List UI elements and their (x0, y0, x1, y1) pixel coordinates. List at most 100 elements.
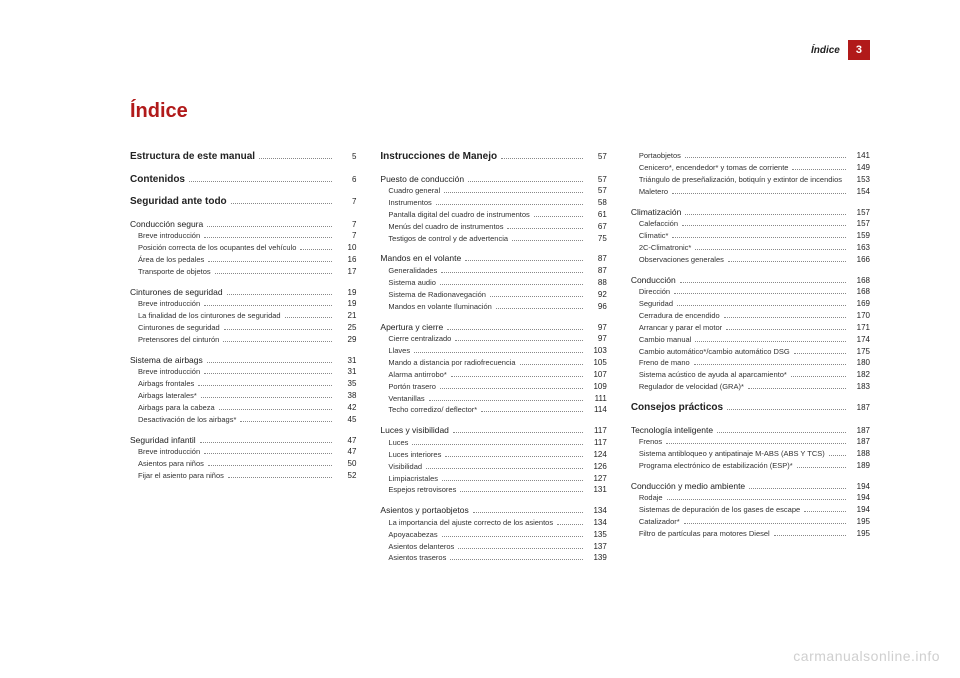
toc-entry: Visibilidad126 (380, 461, 606, 473)
toc-entry-label: Catalizador* (631, 517, 680, 528)
toc-entry-page: 92 (587, 289, 607, 301)
toc-entry-page: 17 (336, 266, 356, 278)
toc-entry-page: 195 (850, 528, 870, 540)
toc-entry: Frenos 187 (631, 436, 870, 448)
toc-leader-dots (204, 305, 332, 306)
toc-leader-dots (204, 237, 332, 238)
toc-entry-label: Cenicero*, encendedor* y tomas de corrie… (631, 163, 789, 174)
toc-leader-dots (440, 388, 583, 389)
toc-entry: Alarma antirrobo*107 (380, 369, 606, 381)
toc-entry-label: Filtro de partículas para motores Diesel (631, 529, 770, 540)
toc-leader-dots (791, 376, 846, 377)
toc-spacer (380, 244, 606, 252)
toc-entry-page: 170 (850, 310, 870, 322)
toc-entry-page: 157 (850, 218, 870, 230)
toc-entry: Techo corredizo/ deflector*114 (380, 404, 606, 416)
toc-entry: Airbags frontales35 (130, 378, 356, 390)
toc-entry-page: 105 (587, 357, 607, 369)
toc-entry-page: 134 (587, 505, 607, 517)
toc-entry-label: Conducción segura (130, 218, 203, 230)
toc-entry: Desactivación de los airbags*45 (130, 414, 356, 426)
toc-entry-page: 171 (850, 322, 870, 334)
toc-entry-label: Fijar el asiento para niños (130, 471, 224, 482)
toc-entry-page: 175 (850, 346, 870, 358)
toc-entry-label: Cinturones de seguridad (130, 286, 223, 298)
toc-entry: Cinturones de seguridad25 (130, 322, 356, 334)
toc-entry-page: 169 (850, 298, 870, 310)
toc-leader-dots (695, 249, 846, 250)
toc-entry: Menús del cuadro de instrumentos67 (380, 221, 606, 233)
toc-column-1: Estructura de este manual5Contenidos6Seg… (130, 150, 356, 638)
toc-entry: Sistema audio88 (380, 277, 606, 289)
toc-entry: Sistema de Radionavegación92 (380, 289, 606, 301)
toc-entry-label: Cambio manual (631, 335, 692, 346)
toc-entry-page: 187 (850, 402, 870, 414)
toc-entry-label: Instrucciones de Manejo (380, 150, 497, 165)
toc-entry: Arrancar y parar el motor171 (631, 322, 870, 334)
toc-entry-page: 188 (850, 448, 870, 460)
toc-entry: Luces117 (380, 437, 606, 449)
toc-spacer (130, 426, 356, 434)
toc-leader-dots (228, 477, 333, 478)
toc-entry-label: Visibilidad (380, 462, 422, 473)
toc-entry-label: Espejos retrovisores (380, 485, 456, 496)
toc-entry-label: Transporte de objetos (130, 267, 211, 278)
toc-entry: Cierre centralizado97 (380, 333, 606, 345)
toc-entry-label: Sistema acústico de ayuda al aparcamient… (631, 370, 787, 381)
toc-entry-label: Consejos prácticos (631, 401, 723, 416)
toc-entry: Ventanillas111 (380, 393, 606, 405)
toc-leader-dots (473, 512, 583, 513)
toc-entry-page: 107 (587, 369, 607, 381)
toc-entry-page: 21 (336, 310, 356, 322)
toc-entry-label: Luces (380, 438, 408, 449)
toc-entry-label: Airbags frontales (130, 379, 194, 390)
toc-entry: Sistemas de depuración de los gases de e… (631, 504, 870, 516)
toc-leader-dots (300, 249, 332, 250)
toc-entry-page: 117 (587, 425, 607, 437)
toc-entry-label: Asientos traseros (380, 553, 446, 564)
toc-entry-page: 187 (850, 436, 870, 448)
toc-leader-dots (200, 442, 333, 443)
toc-leader-dots (794, 353, 846, 354)
toc-entry: Testigos de control y de advertencia75 (380, 233, 606, 245)
toc-entry-page: 159 (850, 230, 870, 242)
toc-spacer (380, 416, 606, 424)
toc-entry-page: 127 (587, 473, 607, 485)
toc-entry-label: Sistemas de depuración de los gases de e… (631, 505, 800, 516)
page-title: Índice (130, 100, 188, 123)
toc-leader-dots (685, 214, 846, 215)
toc-entry: Luces interiores124 (380, 449, 606, 461)
toc-entry-label: Frenos (631, 437, 662, 448)
toc-entry: Cambio manual174 (631, 334, 870, 346)
toc-entry-page: 88 (587, 277, 607, 289)
toc-spacer (130, 346, 356, 354)
toc-entry-page: 96 (587, 301, 607, 313)
toc-entry-label: Breve introducción (130, 447, 200, 458)
toc-leader-dots (501, 158, 583, 159)
toc-entry: Regulador de velocidad (GRA)*183 (631, 381, 870, 393)
toc-entry: Cambio automático*/cambio automático DSG… (631, 346, 870, 358)
toc-entry-label: Climatización (631, 206, 682, 218)
toc-entry-page: 57 (587, 174, 607, 186)
toc-entry: Breve introducción7 (130, 230, 356, 242)
toc-entry-label: Mando a distancia por radiofrecuencia (380, 358, 515, 369)
toc-entry-label: Luces y visibilidad (380, 424, 449, 436)
toc-spacer (130, 278, 356, 286)
toc-entry-page: 75 (587, 233, 607, 245)
toc-entry-label: Cambio automático*/cambio automático DSG (631, 347, 790, 358)
toc-entry: Conducción y medio ambiente194 (631, 480, 870, 493)
toc-entry-label: Instrumentos (380, 198, 431, 209)
toc-entry-page: 19 (336, 298, 356, 310)
toc-entry: Rodaje194 (631, 492, 870, 504)
toc-leader-dots (496, 308, 583, 309)
toc-entry-page: 135 (587, 529, 607, 541)
toc-entry: Airbags para la cabeza42 (130, 402, 356, 414)
toc-entry-label: La finalidad de los cinturones de seguri… (130, 311, 281, 322)
toc-leader-dots (445, 456, 582, 457)
toc-leader-dots (684, 523, 846, 524)
toc-entry: Seguridad infantil47 (130, 434, 356, 447)
toc-entry: Instrumentos58 (380, 197, 606, 209)
toc-leader-dots (667, 499, 846, 500)
toc-entry-page: 139 (587, 552, 607, 564)
toc-entry-page: 157 (850, 207, 870, 219)
